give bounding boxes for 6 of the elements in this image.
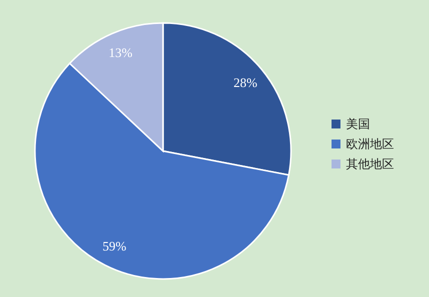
legend-label: 欧洲地区 bbox=[346, 137, 394, 151]
legend-label: 美国 bbox=[346, 117, 370, 131]
legend-label: 其他地区 bbox=[346, 157, 394, 171]
data-label: 28% bbox=[234, 74, 258, 90]
data-label: 59% bbox=[102, 238, 126, 254]
data-label: 13% bbox=[108, 44, 133, 60]
